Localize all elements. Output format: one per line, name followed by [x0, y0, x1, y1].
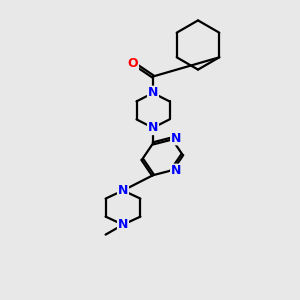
Text: N: N: [148, 121, 158, 134]
Text: O: O: [128, 57, 138, 70]
Text: N: N: [148, 86, 158, 100]
Text: N: N: [118, 184, 128, 197]
Text: N: N: [171, 131, 181, 145]
Text: N: N: [171, 164, 181, 178]
Text: N: N: [118, 218, 128, 231]
